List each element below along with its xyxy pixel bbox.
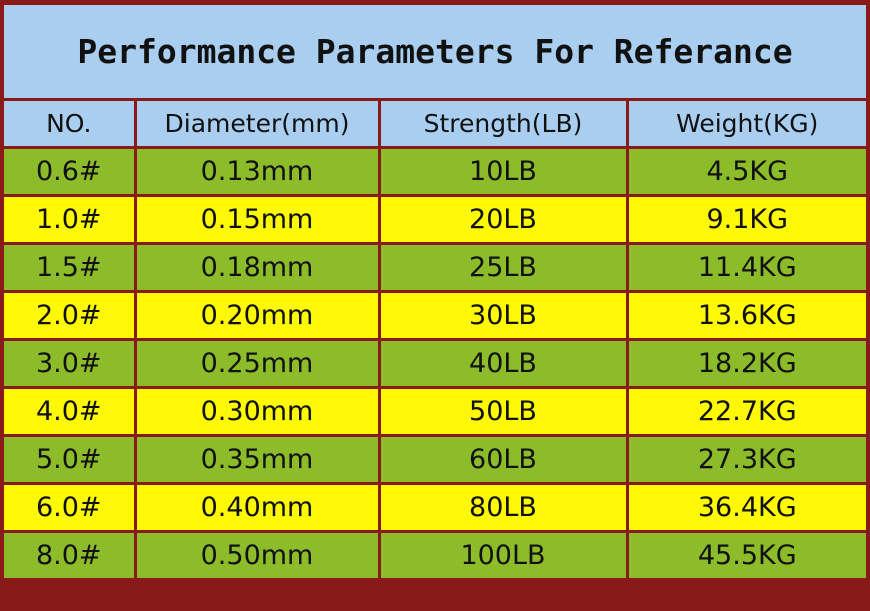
column-header-diameter: Diameter(mm) bbox=[133, 101, 381, 149]
cell-strength: 10LB bbox=[377, 146, 629, 197]
cell-no: 8.0# bbox=[4, 530, 137, 581]
table-row: 4.0# 0.30mm 50LB 22.7KG bbox=[4, 386, 866, 437]
table-row: 1.0# 0.15mm 20LB 9.1KG bbox=[4, 194, 866, 245]
cell-weight: 9.1KG bbox=[625, 194, 866, 245]
cell-weight: 36.4KG bbox=[625, 482, 866, 533]
cell-weight: 11.4KG bbox=[625, 242, 866, 293]
column-header-strength: Strength(LB) bbox=[377, 101, 629, 149]
cell-no: 1.0# bbox=[4, 194, 137, 245]
cell-strength: 100LB bbox=[377, 530, 629, 581]
cell-diameter: 0.25mm bbox=[133, 338, 381, 389]
cell-diameter: 0.50mm bbox=[133, 530, 381, 581]
table-row: 1.5# 0.18mm 25LB 11.4KG bbox=[4, 242, 866, 293]
cell-weight: 22.7KG bbox=[625, 386, 866, 437]
cell-no: 0.6# bbox=[4, 146, 137, 197]
cell-weight: 18.2KG bbox=[625, 338, 866, 389]
cell-strength: 40LB bbox=[377, 338, 629, 389]
table-title: Performance Parameters For Referance bbox=[4, 5, 866, 101]
column-header-no: NO. bbox=[4, 101, 137, 149]
cell-strength: 60LB bbox=[377, 434, 629, 485]
cell-diameter: 0.20mm bbox=[133, 290, 381, 341]
cell-diameter: 0.40mm bbox=[133, 482, 381, 533]
table-row: 6.0# 0.40mm 80LB 36.4KG bbox=[4, 482, 866, 533]
cell-diameter: 0.15mm bbox=[133, 194, 381, 245]
cell-diameter: 0.30mm bbox=[133, 386, 381, 437]
cell-diameter: 0.35mm bbox=[133, 434, 381, 485]
cell-strength: 50LB bbox=[377, 386, 629, 437]
cell-strength: 30LB bbox=[377, 290, 629, 341]
table-header-row: NO. Diameter(mm) Strength(LB) Weight(KG) bbox=[4, 101, 866, 149]
cell-weight: 13.6KG bbox=[625, 290, 866, 341]
cell-no: 1.5# bbox=[4, 242, 137, 293]
cell-diameter: 0.13mm bbox=[133, 146, 381, 197]
cell-diameter: 0.18mm bbox=[133, 242, 381, 293]
cell-strength: 20LB bbox=[377, 194, 629, 245]
cell-weight: 45.5KG bbox=[625, 530, 866, 581]
column-header-weight: Weight(KG) bbox=[625, 101, 866, 149]
table-row: 8.0# 0.50mm 100LB 45.5KG bbox=[4, 530, 866, 581]
table-row: 0.6# 0.13mm 10LB 4.5KG bbox=[4, 146, 866, 197]
table-row: 2.0# 0.20mm 30LB 13.6KG bbox=[4, 290, 866, 341]
table-row: 3.0# 0.25mm 40LB 18.2KG bbox=[4, 338, 866, 389]
cell-weight: 27.3KG bbox=[625, 434, 866, 485]
cell-strength: 25LB bbox=[377, 242, 629, 293]
cell-no: 6.0# bbox=[4, 482, 137, 533]
cell-strength: 80LB bbox=[377, 482, 629, 533]
table-row: 5.0# 0.35mm 60LB 27.3KG bbox=[4, 434, 866, 485]
cell-weight: 4.5KG bbox=[625, 146, 866, 197]
cell-no: 3.0# bbox=[4, 338, 137, 389]
cell-no: 2.0# bbox=[4, 290, 137, 341]
parameters-table: NO. Diameter(mm) Strength(LB) Weight(KG)… bbox=[4, 101, 866, 581]
cell-no: 5.0# bbox=[4, 434, 137, 485]
cell-no: 4.0# bbox=[4, 386, 137, 437]
